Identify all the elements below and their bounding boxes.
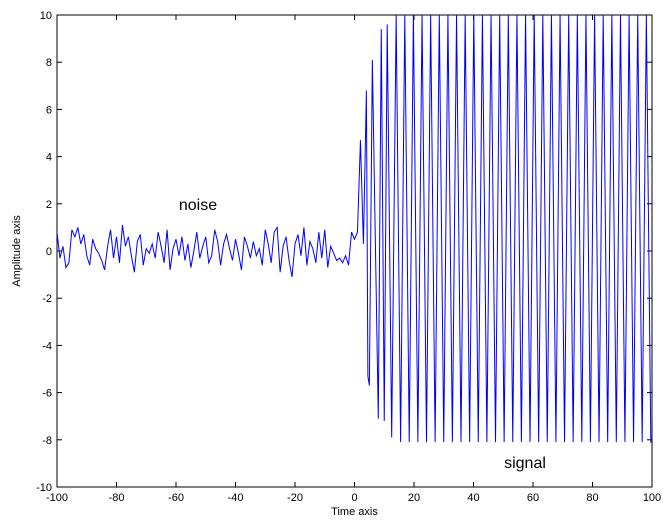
x-tick-label: -40: [228, 492, 244, 504]
y-tick-label: 4: [46, 152, 52, 164]
x-tick-label: 20: [408, 492, 420, 504]
y-tick-label: 6: [46, 104, 52, 116]
data-line: [57, 15, 652, 443]
y-tick-label: 10: [40, 10, 52, 22]
x-tick-label: 60: [527, 492, 539, 504]
annotation: noise: [179, 197, 217, 214]
y-tick-label: -4: [42, 340, 52, 352]
x-tick-label: 0: [351, 492, 357, 504]
y-tick-label: 8: [46, 57, 52, 69]
y-tick-label: -10: [36, 482, 52, 494]
x-tick-label: 80: [586, 492, 598, 504]
x-axis-label: Time axis: [331, 506, 378, 518]
y-axis-label: Amplitude axis: [11, 215, 23, 287]
x-tick-label: -60: [168, 492, 184, 504]
x-tick-label: -100: [46, 492, 68, 504]
x-tick-label: -80: [109, 492, 125, 504]
x-tick-label: 40: [467, 492, 479, 504]
y-tick-label: 0: [46, 246, 52, 258]
y-tick-label: -2: [42, 293, 52, 305]
x-tick-label: -20: [287, 492, 303, 504]
y-tick-label: 2: [46, 199, 52, 211]
annotation: signal: [504, 455, 546, 472]
y-tick-label: -8: [42, 435, 52, 447]
x-tick-label: 100: [643, 492, 661, 504]
y-tick-label: -6: [42, 388, 52, 400]
